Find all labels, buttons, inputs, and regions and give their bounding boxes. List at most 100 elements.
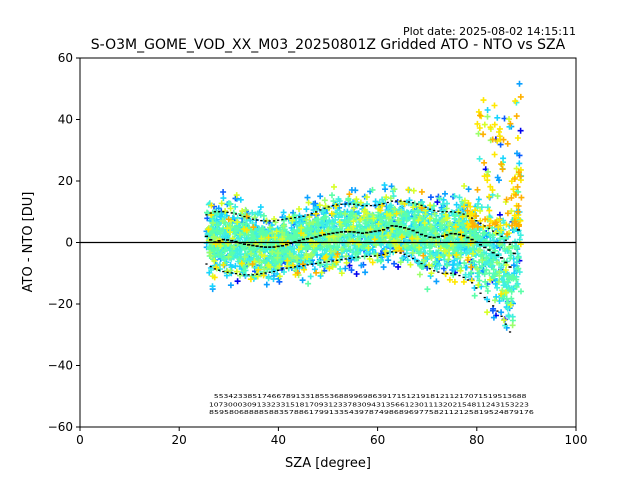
mean-line-marker bbox=[508, 266, 512, 268]
lower-bound-marker bbox=[319, 262, 322, 264]
lower-bound-marker bbox=[306, 264, 309, 266]
y-tick-label: 0 bbox=[65, 236, 73, 250]
lower-bound-marker bbox=[213, 268, 217, 270]
mean-line-marker bbox=[483, 246, 487, 249]
mean-line-marker bbox=[419, 233, 424, 236]
mean-line-marker bbox=[453, 232, 457, 235]
upper-bound-marker bbox=[378, 203, 381, 206]
mean-line-marker bbox=[424, 235, 428, 237]
upper-bound-marker bbox=[504, 239, 507, 241]
mean-line-marker bbox=[247, 244, 251, 246]
y-tick-label: −60 bbox=[48, 420, 73, 434]
upper-bound-marker bbox=[382, 203, 385, 205]
mean-line-marker bbox=[344, 230, 348, 233]
mean-line-marker bbox=[322, 233, 327, 236]
lower-bound-marker bbox=[331, 260, 335, 262]
lower-bound-marker bbox=[323, 261, 326, 263]
upper-bound-marker bbox=[340, 203, 343, 205]
mean-line-marker bbox=[284, 243, 289, 246]
lower-bound-marker bbox=[293, 266, 297, 268]
lower-bound-marker bbox=[251, 274, 254, 276]
upper-bound-marker bbox=[264, 220, 267, 222]
upper-bound-marker bbox=[416, 203, 419, 205]
mean-line-marker bbox=[238, 242, 242, 244]
mean-line-marker bbox=[457, 233, 462, 236]
chart-title: S-O3M_GOME_VOD_XX_M03_20250801Z Gridded … bbox=[91, 37, 566, 53]
lower-bound-marker bbox=[314, 262, 318, 265]
upper-bound-marker bbox=[302, 215, 305, 217]
upper-bound-marker bbox=[306, 214, 309, 216]
upper-bound-marker bbox=[386, 201, 389, 204]
mean-line-marker bbox=[297, 239, 301, 242]
lower-bound-marker bbox=[424, 265, 427, 267]
lower-bound-marker bbox=[428, 268, 432, 270]
mean-line-marker bbox=[428, 236, 432, 238]
statistics-series bbox=[204, 200, 521, 333]
mean-line-marker bbox=[327, 233, 331, 235]
upper-bound-marker bbox=[298, 216, 301, 218]
mean-line-marker bbox=[491, 251, 495, 254]
lower-bound-marker bbox=[399, 252, 402, 254]
upper-bound-marker bbox=[449, 211, 453, 213]
upper-bound-marker bbox=[234, 213, 238, 215]
lower-bound-marker bbox=[205, 263, 208, 265]
upper-bound-marker bbox=[352, 203, 356, 205]
upper-bound-marker bbox=[277, 219, 280, 221]
upper-bound-marker bbox=[336, 204, 339, 206]
mean-line-marker bbox=[516, 229, 521, 231]
upper-bound-marker bbox=[445, 211, 448, 213]
mean-line-marker bbox=[449, 232, 453, 235]
lower-bound-marker bbox=[445, 272, 448, 274]
lower-bound-marker bbox=[390, 251, 394, 253]
mean-line-marker bbox=[478, 244, 483, 246]
mean-line-marker bbox=[209, 239, 213, 241]
upper-bound-marker bbox=[285, 218, 288, 220]
upper-bound-marker bbox=[492, 230, 495, 232]
lower-bound-marker bbox=[361, 255, 364, 258]
upper-bound-marker bbox=[500, 235, 503, 237]
upper-bound-marker bbox=[260, 219, 263, 222]
mean-line-marker bbox=[415, 231, 419, 234]
upper-bound-marker bbox=[327, 206, 330, 208]
mean-line-marker bbox=[289, 242, 293, 245]
scatter-marker-group bbox=[225, 93, 525, 276]
upper-bound-marker bbox=[369, 204, 373, 207]
lower-bound-marker bbox=[327, 260, 330, 263]
mean-line-marker bbox=[310, 237, 314, 239]
mean-line-marker bbox=[306, 237, 310, 240]
mean-line-marker bbox=[365, 231, 369, 234]
lower-bound-marker bbox=[298, 265, 301, 267]
mean-line-marker bbox=[407, 228, 411, 230]
upper-bound-marker bbox=[239, 214, 242, 216]
upper-bound-marker bbox=[230, 212, 233, 214]
mean-line-marker bbox=[440, 235, 445, 237]
upper-bound-marker bbox=[243, 215, 246, 218]
upper-bound-marker bbox=[247, 217, 250, 219]
lower-bound-marker bbox=[281, 268, 284, 270]
upper-bound-marker bbox=[407, 201, 410, 203]
upper-bound-marker bbox=[454, 211, 457, 213]
upper-bound-marker bbox=[483, 225, 486, 227]
upper-bound-marker bbox=[441, 211, 444, 213]
lower-bound-marker bbox=[411, 257, 415, 259]
upper-bound-marker bbox=[433, 209, 436, 212]
mean-line-marker bbox=[369, 231, 373, 233]
lower-bound-marker bbox=[285, 267, 288, 269]
mean-line-marker bbox=[263, 246, 268, 248]
lower-bound-marker bbox=[479, 292, 482, 294]
mean-line-marker bbox=[474, 241, 478, 243]
mean-line-marker bbox=[398, 226, 403, 228]
bin-count-row: 1073000309133233151817093123378309431356… bbox=[209, 402, 529, 408]
lower-bound-marker bbox=[340, 258, 343, 261]
lower-bound-marker bbox=[365, 255, 368, 257]
plot-area: 5534233851746678913318553688996986391715… bbox=[79, 57, 577, 428]
upper-bound-marker bbox=[213, 211, 217, 213]
upper-bound-marker bbox=[226, 211, 229, 213]
lower-bound-marker bbox=[378, 254, 381, 256]
scatter-marker-group bbox=[205, 97, 524, 297]
mean-line-marker bbox=[293, 241, 297, 243]
mean-line-marker bbox=[318, 234, 322, 237]
upper-bound-marker bbox=[420, 204, 423, 207]
mean-line-marker bbox=[403, 227, 407, 229]
